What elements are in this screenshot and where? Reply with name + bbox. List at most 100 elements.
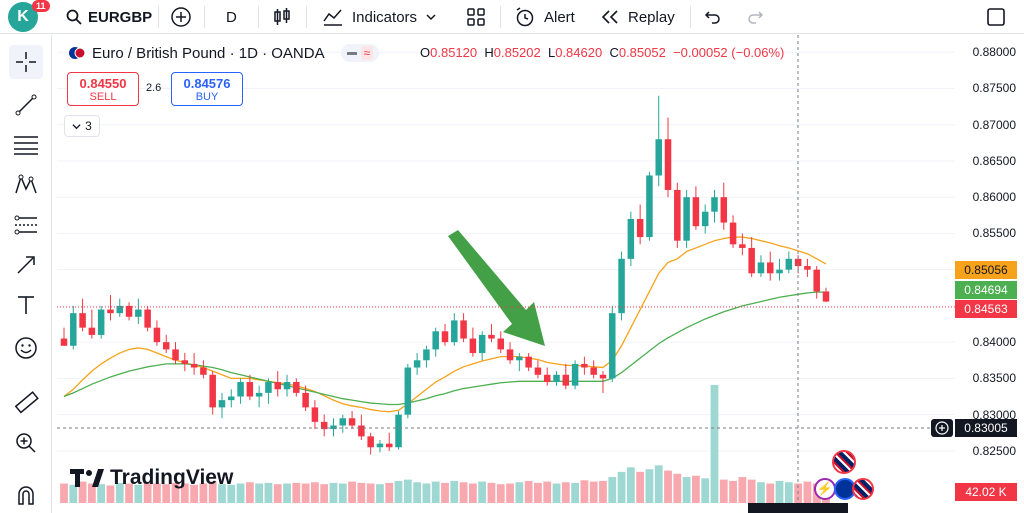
volume-bar <box>431 481 440 503</box>
candle-body <box>60 338 68 346</box>
candle-body <box>757 262 765 274</box>
candle <box>813 266 820 299</box>
interval-button[interactable]: D <box>226 0 237 34</box>
volume-bar <box>236 483 245 503</box>
volume-bar <box>580 480 589 503</box>
volume-bar <box>97 484 106 503</box>
volume-bar <box>348 481 356 503</box>
candle <box>404 363 412 419</box>
replay-button[interactable]: Replay <box>600 0 675 34</box>
candle-body <box>274 382 281 390</box>
icon-tool[interactable] <box>9 331 43 365</box>
volume-bar <box>729 480 737 503</box>
buy-button[interactable]: 0.84576 BUY <box>171 72 243 106</box>
candle <box>674 182 681 248</box>
trend-line-tool[interactable] <box>9 88 43 122</box>
candle <box>571 360 579 390</box>
candle-body <box>162 342 170 350</box>
sell-button[interactable]: 0.84550 SELL <box>67 72 139 106</box>
volume-bar <box>608 477 617 503</box>
interval-label: D <box>226 8 237 26</box>
volume-bar <box>496 484 505 503</box>
candle-body <box>358 425 365 437</box>
volume-bar <box>775 480 784 503</box>
candle-body <box>683 197 690 241</box>
volume-bar <box>190 484 199 503</box>
volume-bar <box>654 465 663 503</box>
event-flags: ⚡ <box>812 450 882 502</box>
volume-bar <box>171 482 180 503</box>
search-icon <box>66 9 82 25</box>
crosshair-price-tag: 0.83005 <box>955 419 1017 437</box>
candle <box>311 400 319 430</box>
zoom-tool[interactable] <box>9 426 43 460</box>
volume-bar <box>803 481 812 503</box>
candle <box>376 440 384 453</box>
volume-bar <box>199 483 208 503</box>
add-alert-button[interactable] <box>931 419 953 437</box>
layouts-button[interactable] <box>466 0 486 34</box>
price-chart[interactable] <box>53 35 1024 513</box>
volume-bar <box>534 482 542 503</box>
crosshair-tool[interactable] <box>9 45 43 79</box>
volume-bar <box>338 483 347 503</box>
wave-icon: ≈ <box>360 46 374 60</box>
divider <box>500 6 501 28</box>
volume-bar <box>561 482 570 503</box>
divider <box>204 6 205 28</box>
candle <box>469 327 477 357</box>
symbol-search[interactable]: EURGBP <box>66 0 152 34</box>
text-tool[interactable] <box>9 288 43 322</box>
volume-bar <box>701 478 710 503</box>
volume-bar <box>747 479 756 503</box>
candle <box>135 298 142 325</box>
volume-bar <box>468 483 477 503</box>
volume-bar <box>450 480 459 503</box>
replay-label: Replay <box>628 8 675 26</box>
indicators-button[interactable]: Indicators <box>322 0 437 34</box>
chart-type-button[interactable] <box>272 0 292 34</box>
legend-title: Euro / British Pound · 1D · OANDA <box>92 44 325 62</box>
prediction-tool[interactable] <box>9 208 43 242</box>
candle <box>116 298 124 317</box>
fullscreen-button[interactable] <box>986 0 1006 34</box>
candle <box>228 389 235 408</box>
indicator-collapse-button[interactable]: 3 <box>64 115 100 137</box>
uk-flag-icon-2[interactable] <box>852 478 874 500</box>
candle-body <box>432 331 439 350</box>
measure-tool[interactable] <box>9 386 43 420</box>
candle-body <box>376 443 384 448</box>
candle <box>423 345 430 368</box>
candle-body <box>711 197 718 212</box>
fib-tool[interactable] <box>9 128 43 162</box>
undo-button[interactable] <box>704 0 722 34</box>
lightning-icon[interactable]: ⚡ <box>814 478 836 500</box>
alert-label: Alert <box>544 8 575 26</box>
pattern-tool[interactable] <box>9 168 43 202</box>
volume-bar <box>506 483 514 503</box>
symbol-label: EURGBP <box>88 8 153 26</box>
chevron-down-icon <box>426 14 436 21</box>
trend-line-icon <box>15 94 37 116</box>
volume-bar <box>153 483 161 503</box>
volume-bar <box>422 483 431 503</box>
price-axis-label: 0.86000 <box>972 190 1016 205</box>
volume-bar <box>292 482 301 503</box>
magnet-tool[interactable] <box>9 479 43 513</box>
volume-bar <box>552 483 561 503</box>
candle <box>478 331 486 361</box>
spread-value: 2.6 <box>146 82 162 94</box>
uk-flag-icon[interactable] <box>832 450 856 474</box>
price-axis-label: 0.84000 <box>972 335 1016 350</box>
ma-green-tag: 0.84694 <box>955 281 1017 299</box>
brush-tool[interactable] <box>9 248 43 282</box>
collapse-count: 3 <box>85 119 92 133</box>
alert-button[interactable]: Alert <box>514 0 575 34</box>
legend-settings-pill[interactable]: ≈ <box>340 44 380 62</box>
pattern-icon <box>15 174 37 194</box>
redo-button[interactable] <box>746 0 764 34</box>
tradingview-logo[interactable]: TradingView <box>70 466 233 490</box>
candle-body <box>590 367 597 375</box>
candle <box>172 342 179 364</box>
compare-button[interactable] <box>170 0 192 34</box>
